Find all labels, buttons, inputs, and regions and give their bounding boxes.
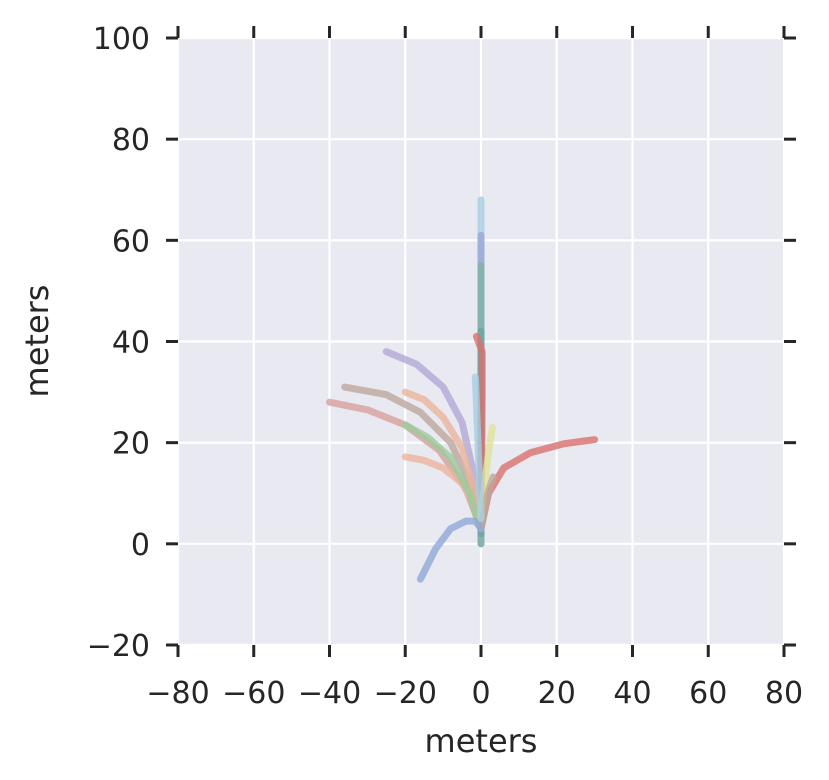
x-tick-label-0: −80 <box>146 676 209 711</box>
series-line-9 <box>401 388 485 533</box>
series-line-14 <box>416 517 485 583</box>
x-tick-label-3: −20 <box>374 676 437 711</box>
series-layer <box>326 196 599 583</box>
series-line-11 <box>401 421 485 533</box>
x-tick-label-1: −60 <box>222 676 285 711</box>
y-tick-label-0: −20 <box>87 629 150 664</box>
y-axis-label: meters <box>18 285 56 398</box>
y-tick-label-1: 0 <box>131 528 150 563</box>
series-line-15 <box>471 373 485 523</box>
y-tick-label-2: 20 <box>112 427 150 462</box>
x-tick-label-5: 20 <box>538 676 576 711</box>
y-tick-label-6: 100 <box>93 22 150 57</box>
x-tick-label-7: 60 <box>689 676 727 711</box>
x-tick-label-8: 80 <box>765 676 803 711</box>
x-tick-label-2: −40 <box>298 676 361 711</box>
y-tick-label-3: 40 <box>112 326 150 361</box>
x-tick-label-4: 0 <box>471 676 490 711</box>
y-tick-label-4: 60 <box>112 224 150 259</box>
y-tick-label-5: 80 <box>112 123 150 158</box>
ticks: −80 −60 −40 −20 0 20 40 60 80 −20 0 20 40 60 80 100 <box>87 22 803 711</box>
x-tick-label-6: 40 <box>613 676 651 711</box>
x-axis-label: meters <box>425 722 538 760</box>
